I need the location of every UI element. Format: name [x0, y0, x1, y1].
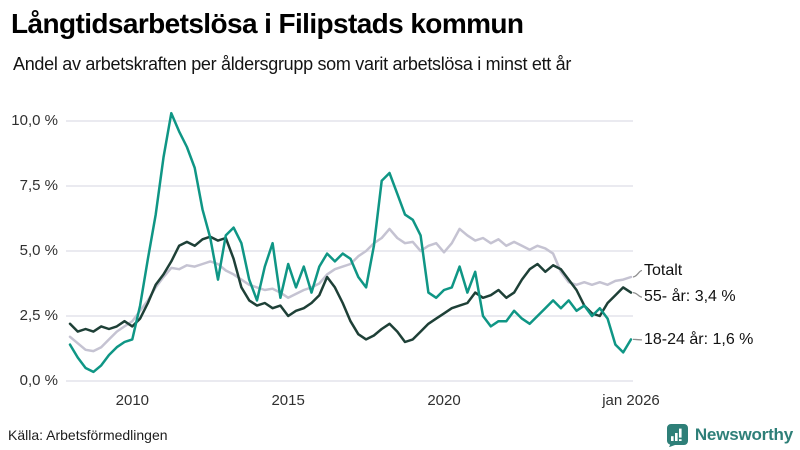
data-series-lines — [68, 111, 633, 374]
label-connector — [632, 338, 643, 341]
series-line-55-r — [68, 235, 633, 344]
x-tick-label: 2010 — [115, 392, 150, 409]
bar-small — [670, 436, 674, 441]
x-tick-label: 2020 — [427, 392, 461, 409]
bar-tall — [674, 433, 678, 441]
end-label-18-24-r: 18-24 år: 1,6 % — [644, 330, 754, 348]
gridlines — [66, 120, 633, 382]
newsworthy-wordmark: Newsworthy — [694, 425, 793, 444]
chart-subtitle: Andel av arbetskraften per åldersgrupp s… — [13, 54, 572, 74]
end-label-55-r: 55- år: 3,4 % — [644, 288, 736, 306]
exclamation-bar — [678, 428, 682, 438]
chart-title: Långtidsarbetslösa i Filipstads kommun — [11, 8, 524, 39]
source-note: Källa: Arbetsförmedlingen — [8, 427, 168, 443]
label-connector — [632, 269, 643, 278]
y-tick-label: 5,0 % — [19, 242, 58, 259]
x-tick-label: jan 2026 — [602, 392, 660, 409]
newsworthy-logo[interactable]: Newsworthy — [665, 423, 793, 447]
y-tick-label: 7,5 % — [19, 177, 58, 194]
y-tick-label: 2,5 % — [19, 307, 58, 324]
series-line-18-24-r — [68, 111, 633, 374]
y-tick-label: 10,0 % — [11, 112, 58, 129]
label-connector-lines — [632, 269, 643, 341]
y-tick-label: 0,0 % — [19, 372, 58, 389]
end-label-totalt: Totalt — [644, 261, 683, 279]
label-connector — [632, 291, 643, 298]
series-line-totalt — [68, 227, 633, 353]
newsworthy-icon — [666, 424, 688, 447]
exclamation-dot — [678, 439, 682, 441]
x-tick-label: 2015 — [271, 392, 305, 409]
